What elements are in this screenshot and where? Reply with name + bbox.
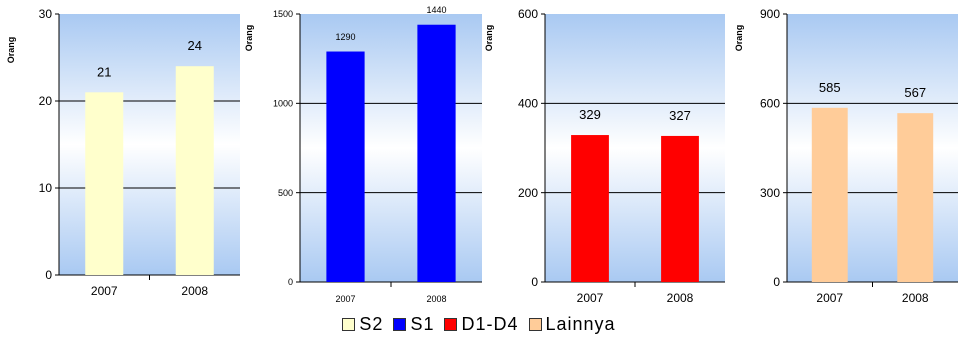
bar-2008 bbox=[897, 113, 934, 282]
y-tick-label: 400 bbox=[518, 97, 538, 111]
chart-1: 0 10 20 30 21 2007 24 2008 Orang bbox=[6, 7, 240, 298]
legend-item-s2: S2 bbox=[342, 314, 383, 335]
chart-4: 0 300 600 900 585 2007 567 2008 Orang bbox=[734, 7, 958, 305]
y-tick-label: 900 bbox=[760, 7, 780, 21]
bar-2008 bbox=[175, 66, 214, 275]
y-tick-label: 0 bbox=[773, 275, 780, 289]
y-tick-label: 0 bbox=[531, 275, 538, 289]
x-tick-label: 2007 bbox=[91, 284, 118, 298]
y-tick-label: 0 bbox=[288, 277, 293, 287]
y-tick-label: 300 bbox=[760, 186, 780, 200]
x-tick-label: 2007 bbox=[577, 291, 604, 305]
y-axis-label: Orang bbox=[484, 25, 494, 52]
y-tick-label: 600 bbox=[760, 97, 780, 111]
legend-item-lainnya: Lainnya bbox=[528, 313, 616, 335]
y-axis-label: Orang bbox=[734, 25, 744, 52]
bar-2007 bbox=[571, 135, 609, 282]
legend-label: Lainnya bbox=[545, 313, 616, 334]
x-tick-label: 2008 bbox=[667, 291, 694, 305]
data-label: 567 bbox=[904, 85, 926, 100]
legend-label: S1 bbox=[410, 313, 435, 334]
y-tick-label: 1500 bbox=[273, 9, 293, 19]
y-axis-label: Orang bbox=[6, 37, 16, 64]
y-tick-label: 0 bbox=[45, 268, 52, 282]
bar-2008 bbox=[661, 135, 699, 282]
y-tick-label: 1000 bbox=[273, 98, 293, 108]
y-tick-label: 30 bbox=[39, 7, 53, 21]
y-tick-label: 20 bbox=[39, 94, 53, 108]
legend-swatch bbox=[393, 317, 407, 331]
chart-2: 0 500 1000 1500 1290 2007 1440 2008 Orang bbox=[244, 5, 482, 304]
legend-item-s1: S1 bbox=[393, 314, 434, 335]
data-label: 1440 bbox=[426, 5, 446, 15]
y-tick-label: 10 bbox=[39, 181, 53, 195]
y-axis-label: Orang bbox=[244, 25, 254, 52]
y-tick-label: 600 bbox=[518, 7, 538, 21]
x-tick-label: 2007 bbox=[816, 291, 843, 305]
x-tick-label: 2007 bbox=[335, 294, 355, 304]
x-tick-label: 2008 bbox=[902, 291, 929, 305]
y-tick-label: 500 bbox=[278, 188, 293, 198]
data-label: 327 bbox=[669, 108, 691, 123]
x-tick-label: 2008 bbox=[181, 284, 208, 298]
data-label: 24 bbox=[188, 38, 202, 53]
y-tick-label: 200 bbox=[518, 186, 538, 200]
data-label: 329 bbox=[579, 107, 601, 122]
bar-2007 bbox=[811, 107, 848, 282]
legend-swatch bbox=[528, 317, 542, 331]
legend-label: D1-D4 bbox=[461, 313, 519, 334]
legend-label: S2 bbox=[359, 313, 384, 334]
chart-3: 0 200 400 600 329 2007 327 2008 Orang bbox=[484, 7, 725, 305]
legend: S2 S1 D1-D4 Lainnya bbox=[0, 311, 958, 337]
bar-2007 bbox=[326, 51, 365, 282]
data-label: 1290 bbox=[335, 32, 355, 42]
bar-2007 bbox=[85, 92, 124, 275]
legend-item-d1-d4: D1-D4 bbox=[444, 314, 518, 335]
data-label: 585 bbox=[819, 80, 841, 95]
x-tick-label: 2008 bbox=[426, 294, 446, 304]
data-label: 21 bbox=[97, 64, 111, 79]
legend-swatch bbox=[342, 317, 356, 331]
bar-2008 bbox=[417, 24, 456, 282]
legend-swatch bbox=[444, 317, 458, 331]
